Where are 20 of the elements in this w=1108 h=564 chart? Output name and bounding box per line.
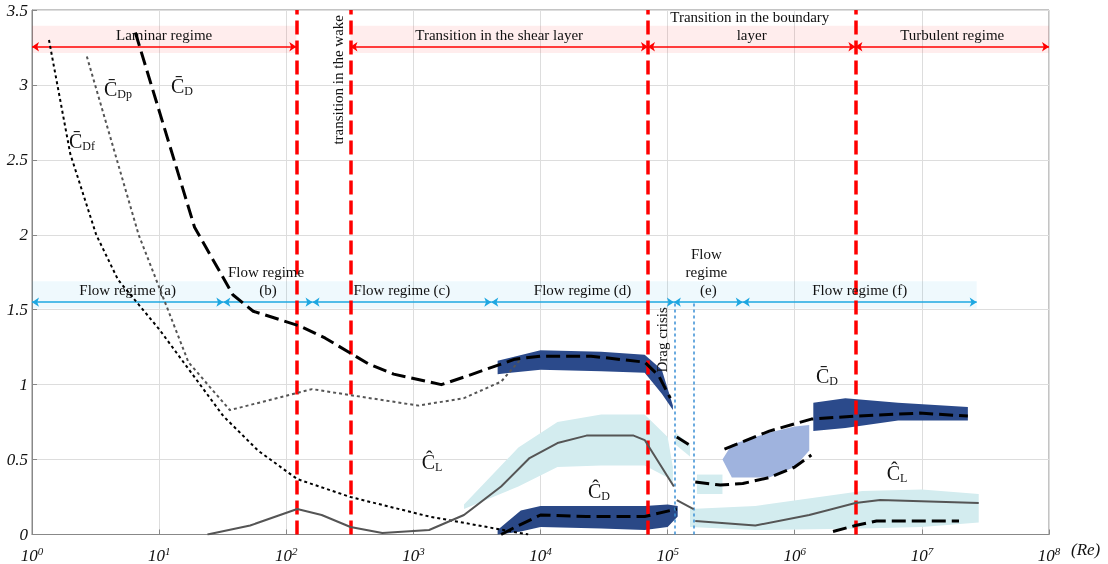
y-tick-label: 2 xyxy=(19,225,29,245)
y-tick-label: 3.5 xyxy=(5,0,28,20)
band-label: Flow regime (c) xyxy=(353,282,451,300)
x-axis-title: (Re) xyxy=(1071,539,1101,559)
band-label: Flow regime (d) xyxy=(533,282,632,300)
band-label: Flow regime (e) xyxy=(685,246,732,300)
band-label: Flow regime (a) xyxy=(79,282,176,300)
band-label: Flow regime (b) xyxy=(227,264,308,300)
y-tick-label: 0.5 xyxy=(6,450,28,470)
y-tick-label: 3 xyxy=(18,75,28,95)
y-tick-label: 1.5 xyxy=(6,300,28,320)
y-tick-label: 2.5 xyxy=(6,150,28,170)
ref-line-label: transition in the wake xyxy=(329,14,346,145)
y-tick-label: 1 xyxy=(19,375,28,395)
band-label: Flow regime (f) xyxy=(812,282,908,300)
ref-line-label: Drag crisis xyxy=(653,306,670,373)
band-label: Transition in the shear layer xyxy=(415,26,584,43)
band-label: Turbulent regime xyxy=(900,26,1005,43)
band-label: Transition in the boundary layer xyxy=(670,8,834,43)
y-tick-label: 0 xyxy=(19,525,29,544)
